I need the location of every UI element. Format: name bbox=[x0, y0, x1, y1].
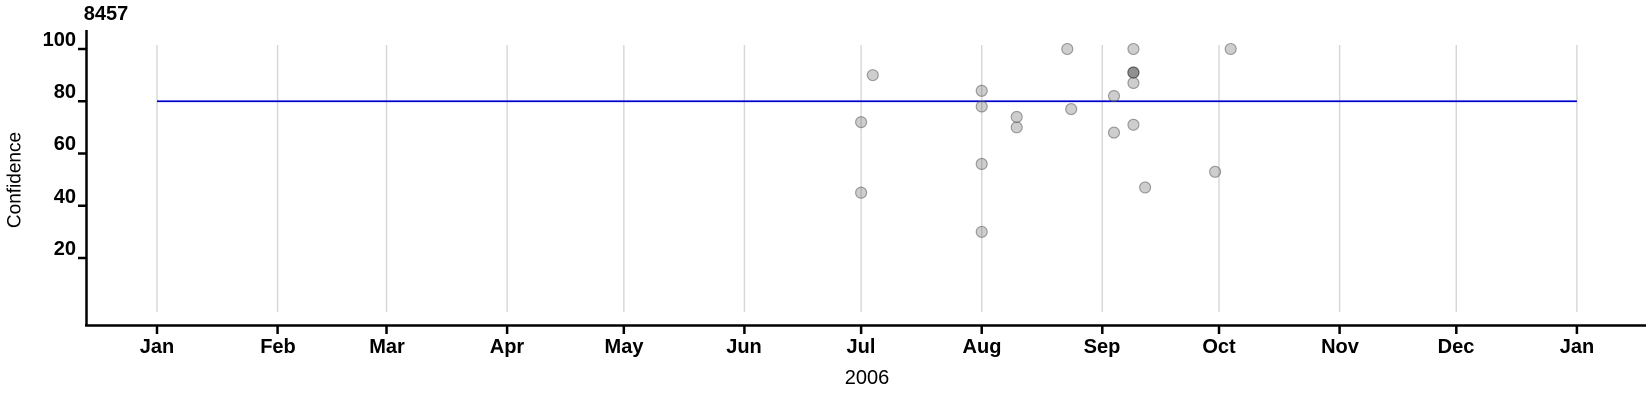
data-point bbox=[1224, 42, 1237, 56]
y-tick-label: 80 bbox=[53, 81, 76, 103]
data-point bbox=[1209, 165, 1222, 178]
data-point bbox=[855, 116, 868, 129]
axes bbox=[85, 30, 1646, 327]
x-tick-label: Mar bbox=[369, 336, 405, 358]
x-tick-label: Oct bbox=[1202, 336, 1236, 358]
data-points bbox=[855, 42, 1237, 238]
x-tick-label: Jul bbox=[846, 336, 876, 358]
data-point bbox=[1127, 66, 1140, 79]
data-point bbox=[1061, 42, 1074, 56]
data-point bbox=[1107, 89, 1121, 103]
data-point bbox=[855, 186, 868, 199]
data-point bbox=[1139, 181, 1152, 194]
data-point bbox=[1127, 42, 1140, 56]
data-point bbox=[1010, 121, 1023, 134]
x-tick-label: Sep bbox=[1083, 336, 1121, 358]
x-tick-label: Jan bbox=[139, 336, 175, 358]
y-tick-label: 60 bbox=[53, 133, 76, 155]
chart-title: 8457 bbox=[83, 3, 129, 25]
x-tick-label: May bbox=[604, 336, 644, 358]
x-axis-title: 2006 bbox=[844, 367, 890, 389]
x-tick-label: Jun bbox=[726, 336, 762, 358]
axis-ticks bbox=[78, 47, 1579, 334]
data-point bbox=[1010, 110, 1023, 123]
data-point bbox=[866, 69, 879, 82]
x-tick-label: Aug bbox=[962, 336, 1002, 358]
data-point bbox=[1127, 76, 1140, 90]
x-tick-label: Nov bbox=[1321, 336, 1359, 358]
y-tick-label: 100 bbox=[42, 29, 76, 51]
data-point bbox=[1107, 126, 1121, 139]
y-tick-label: 20 bbox=[53, 238, 76, 260]
month-gridlines bbox=[156, 45, 1578, 312]
x-tick-label: Feb bbox=[260, 336, 296, 358]
x-tick-label: Jan bbox=[1559, 336, 1595, 358]
y-axis-title: Confidence bbox=[4, 131, 26, 229]
y-tick-label: 40 bbox=[53, 186, 76, 208]
data-point bbox=[975, 157, 988, 170]
data-point bbox=[975, 100, 988, 113]
data-point bbox=[975, 84, 988, 97]
data-point bbox=[1127, 118, 1140, 131]
data-point bbox=[975, 225, 988, 238]
x-tick-label: Apr bbox=[489, 336, 525, 358]
x-tick-label: Dec bbox=[1437, 336, 1475, 358]
data-point bbox=[1065, 103, 1078, 116]
